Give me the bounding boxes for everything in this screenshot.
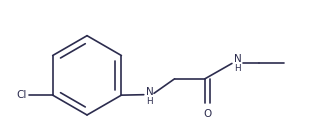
Text: Cl: Cl: [17, 90, 27, 100]
Text: N: N: [234, 54, 242, 64]
Text: H: H: [146, 97, 153, 106]
Text: O: O: [203, 109, 211, 119]
Text: H: H: [234, 64, 241, 73]
Text: N: N: [146, 87, 154, 97]
